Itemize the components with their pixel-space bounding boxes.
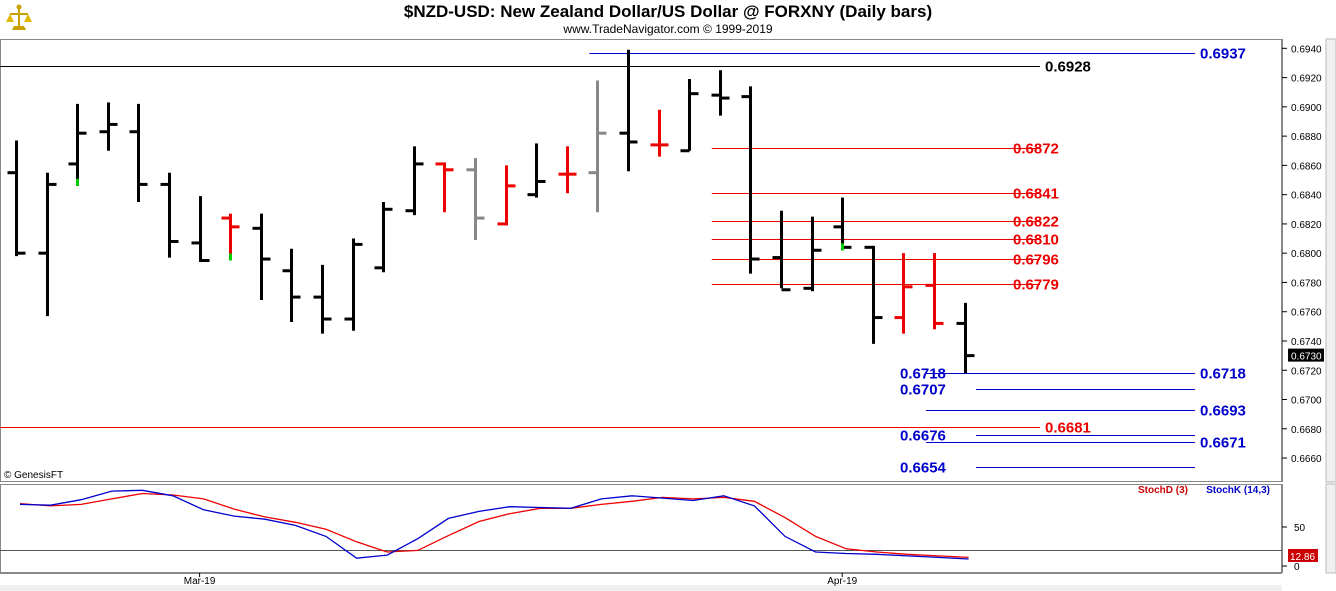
level-label-0.6841: 0.6841 — [1013, 186, 1059, 203]
level-label-0.6681: 0.6681 — [1045, 420, 1091, 437]
chart-header: $NZD-USD: New Zealand Dollar/US Dollar @… — [0, 0, 1336, 38]
price-tick-label-9: 0.6760 — [1291, 308, 1322, 319]
price-axis — [1282, 39, 1326, 482]
level-label-left-0.6654: 0.6654 — [900, 460, 947, 477]
chart-title: $NZD-USD: New Zealand Dollar/US Dollar @… — [403, 2, 933, 21]
price-tick-label-6: 0.6820 — [1291, 220, 1322, 231]
price-scrollbar[interactable] — [1325, 38, 1336, 483]
price-tick-label-13: 0.6680 — [1291, 425, 1322, 436]
chart-subtitle: www.TradeNavigator.com © 1999-2019 — [563, 22, 773, 36]
last-stoch-label: 12.86 — [1290, 552, 1315, 563]
level-label-0.6822: 0.6822 — [1013, 214, 1059, 231]
legend-stochD: StochD (3) — [1138, 485, 1188, 496]
level-label-0.6693: 0.6693 — [1200, 403, 1246, 420]
price-tick-label-2: 0.6900 — [1291, 103, 1322, 114]
level-label-0.6796: 0.6796 — [1013, 252, 1059, 269]
level-label-0.6671: 0.6671 — [1200, 435, 1246, 452]
price-tick-label-8: 0.6780 — [1291, 278, 1322, 289]
time-label-0: Mar-19 — [184, 576, 216, 587]
legend-stochK: StochK (14,3) — [1206, 485, 1270, 496]
price-tick-label-12: 0.6700 — [1291, 396, 1322, 407]
stoch-line-blue — [19, 489, 969, 560]
stoch-tick-label-0: 50 — [1294, 523, 1306, 534]
stoch-line-red — [19, 492, 969, 559]
stoch-scrollbar[interactable] — [1325, 483, 1336, 574]
stoch-panel — [0, 484, 1282, 573]
level-label-0.6810: 0.6810 — [1013, 232, 1059, 249]
price-panel — [0, 39, 1282, 482]
level-label-left-0.6676: 0.6676 — [900, 428, 946, 445]
price-tick-label-10: 0.6740 — [1291, 337, 1322, 348]
last-price-box — [1288, 348, 1324, 362]
price-tick-label-0: 0.6940 — [1291, 44, 1322, 55]
copyright-label: © GenesisFT — [4, 470, 63, 481]
level-label-left-0.6707: 0.6707 — [900, 382, 946, 399]
stoch-tick-label-1: 0 — [1294, 562, 1300, 573]
price-tick-label-7: 0.6800 — [1291, 249, 1322, 260]
level-label-0.6937: 0.6937 — [1200, 46, 1246, 63]
last-price-label: 0.6730 — [1291, 352, 1322, 363]
last-stoch-box — [1288, 548, 1318, 562]
level-label-left-0.6718: 0.6718 — [900, 366, 946, 383]
price-tick-label-3: 0.6880 — [1291, 132, 1322, 143]
level-label-0.6779: 0.6779 — [1013, 277, 1059, 294]
time-scrollbar[interactable] — [0, 585, 1282, 591]
price-tick-label-14: 0.6660 — [1291, 454, 1322, 465]
level-label-0.6928: 0.6928 — [1045, 59, 1091, 76]
price-tick-label-4: 0.6860 — [1291, 161, 1322, 172]
price-tick-label-1: 0.6920 — [1291, 74, 1322, 85]
time-label-1: Apr-19 — [827, 576, 857, 587]
level-label-0.6718: 0.6718 — [1200, 366, 1246, 383]
logo-icon — [4, 2, 34, 36]
level-label-0.6872: 0.6872 — [1013, 141, 1059, 158]
price-tick-label-5: 0.6840 — [1291, 191, 1322, 202]
price-tick-label-11: 0.6720 — [1291, 366, 1322, 377]
